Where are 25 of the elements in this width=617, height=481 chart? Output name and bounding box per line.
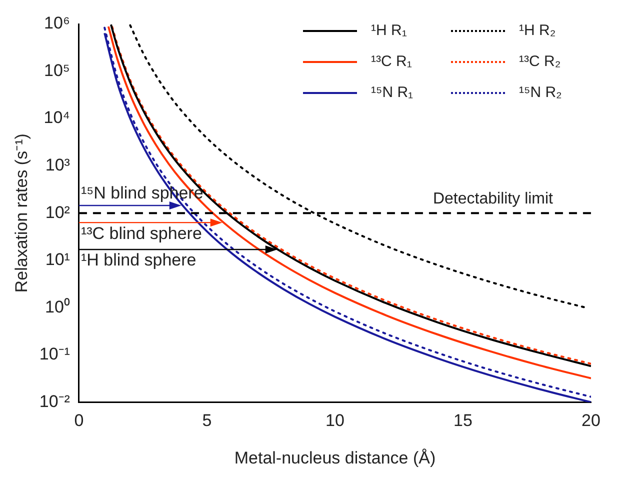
x-tick-label: 10 (326, 411, 344, 430)
y-tick-label: 10¹ (45, 250, 70, 270)
legend-label: ¹⁵N R₂ (519, 84, 563, 101)
legend-label: ¹³C R₂ (519, 53, 562, 70)
x-axis-title: Metal-nucleus distance (Å) (234, 448, 436, 468)
y-tick-label: 10³ (45, 156, 70, 175)
y-axis-title: Relaxation rates (s⁻¹) (12, 134, 31, 293)
x-tick-label: 15 (454, 411, 472, 430)
annotation: ¹H blind sphere (80, 250, 196, 270)
annotation: ¹³C blind sphere (80, 224, 202, 243)
x-tick-label: 5 (202, 411, 212, 430)
y-tick-label: 10⁵ (44, 60, 70, 80)
ref-line-label: Detectability limit (432, 190, 554, 208)
x-tick-label: 0 (74, 411, 84, 430)
y-tick-label: 10⁶ (44, 14, 70, 33)
y-tick-label: 10⁴ (44, 108, 70, 128)
x-tick-label: 20 (582, 411, 600, 430)
y-tick-label: 10⁻¹ (39, 344, 70, 364)
y-tick-label: 10⁻² (39, 392, 70, 411)
legend-label: ¹⁵N R₁ (371, 84, 414, 101)
legend-label: ¹³C R₁ (371, 53, 413, 70)
legend-label: ¹H R₁ (371, 22, 408, 39)
y-tick-label: 10² (45, 202, 70, 222)
legend-label: ¹H R₂ (519, 22, 557, 39)
y-tick-label: 10⁰ (45, 297, 70, 316)
